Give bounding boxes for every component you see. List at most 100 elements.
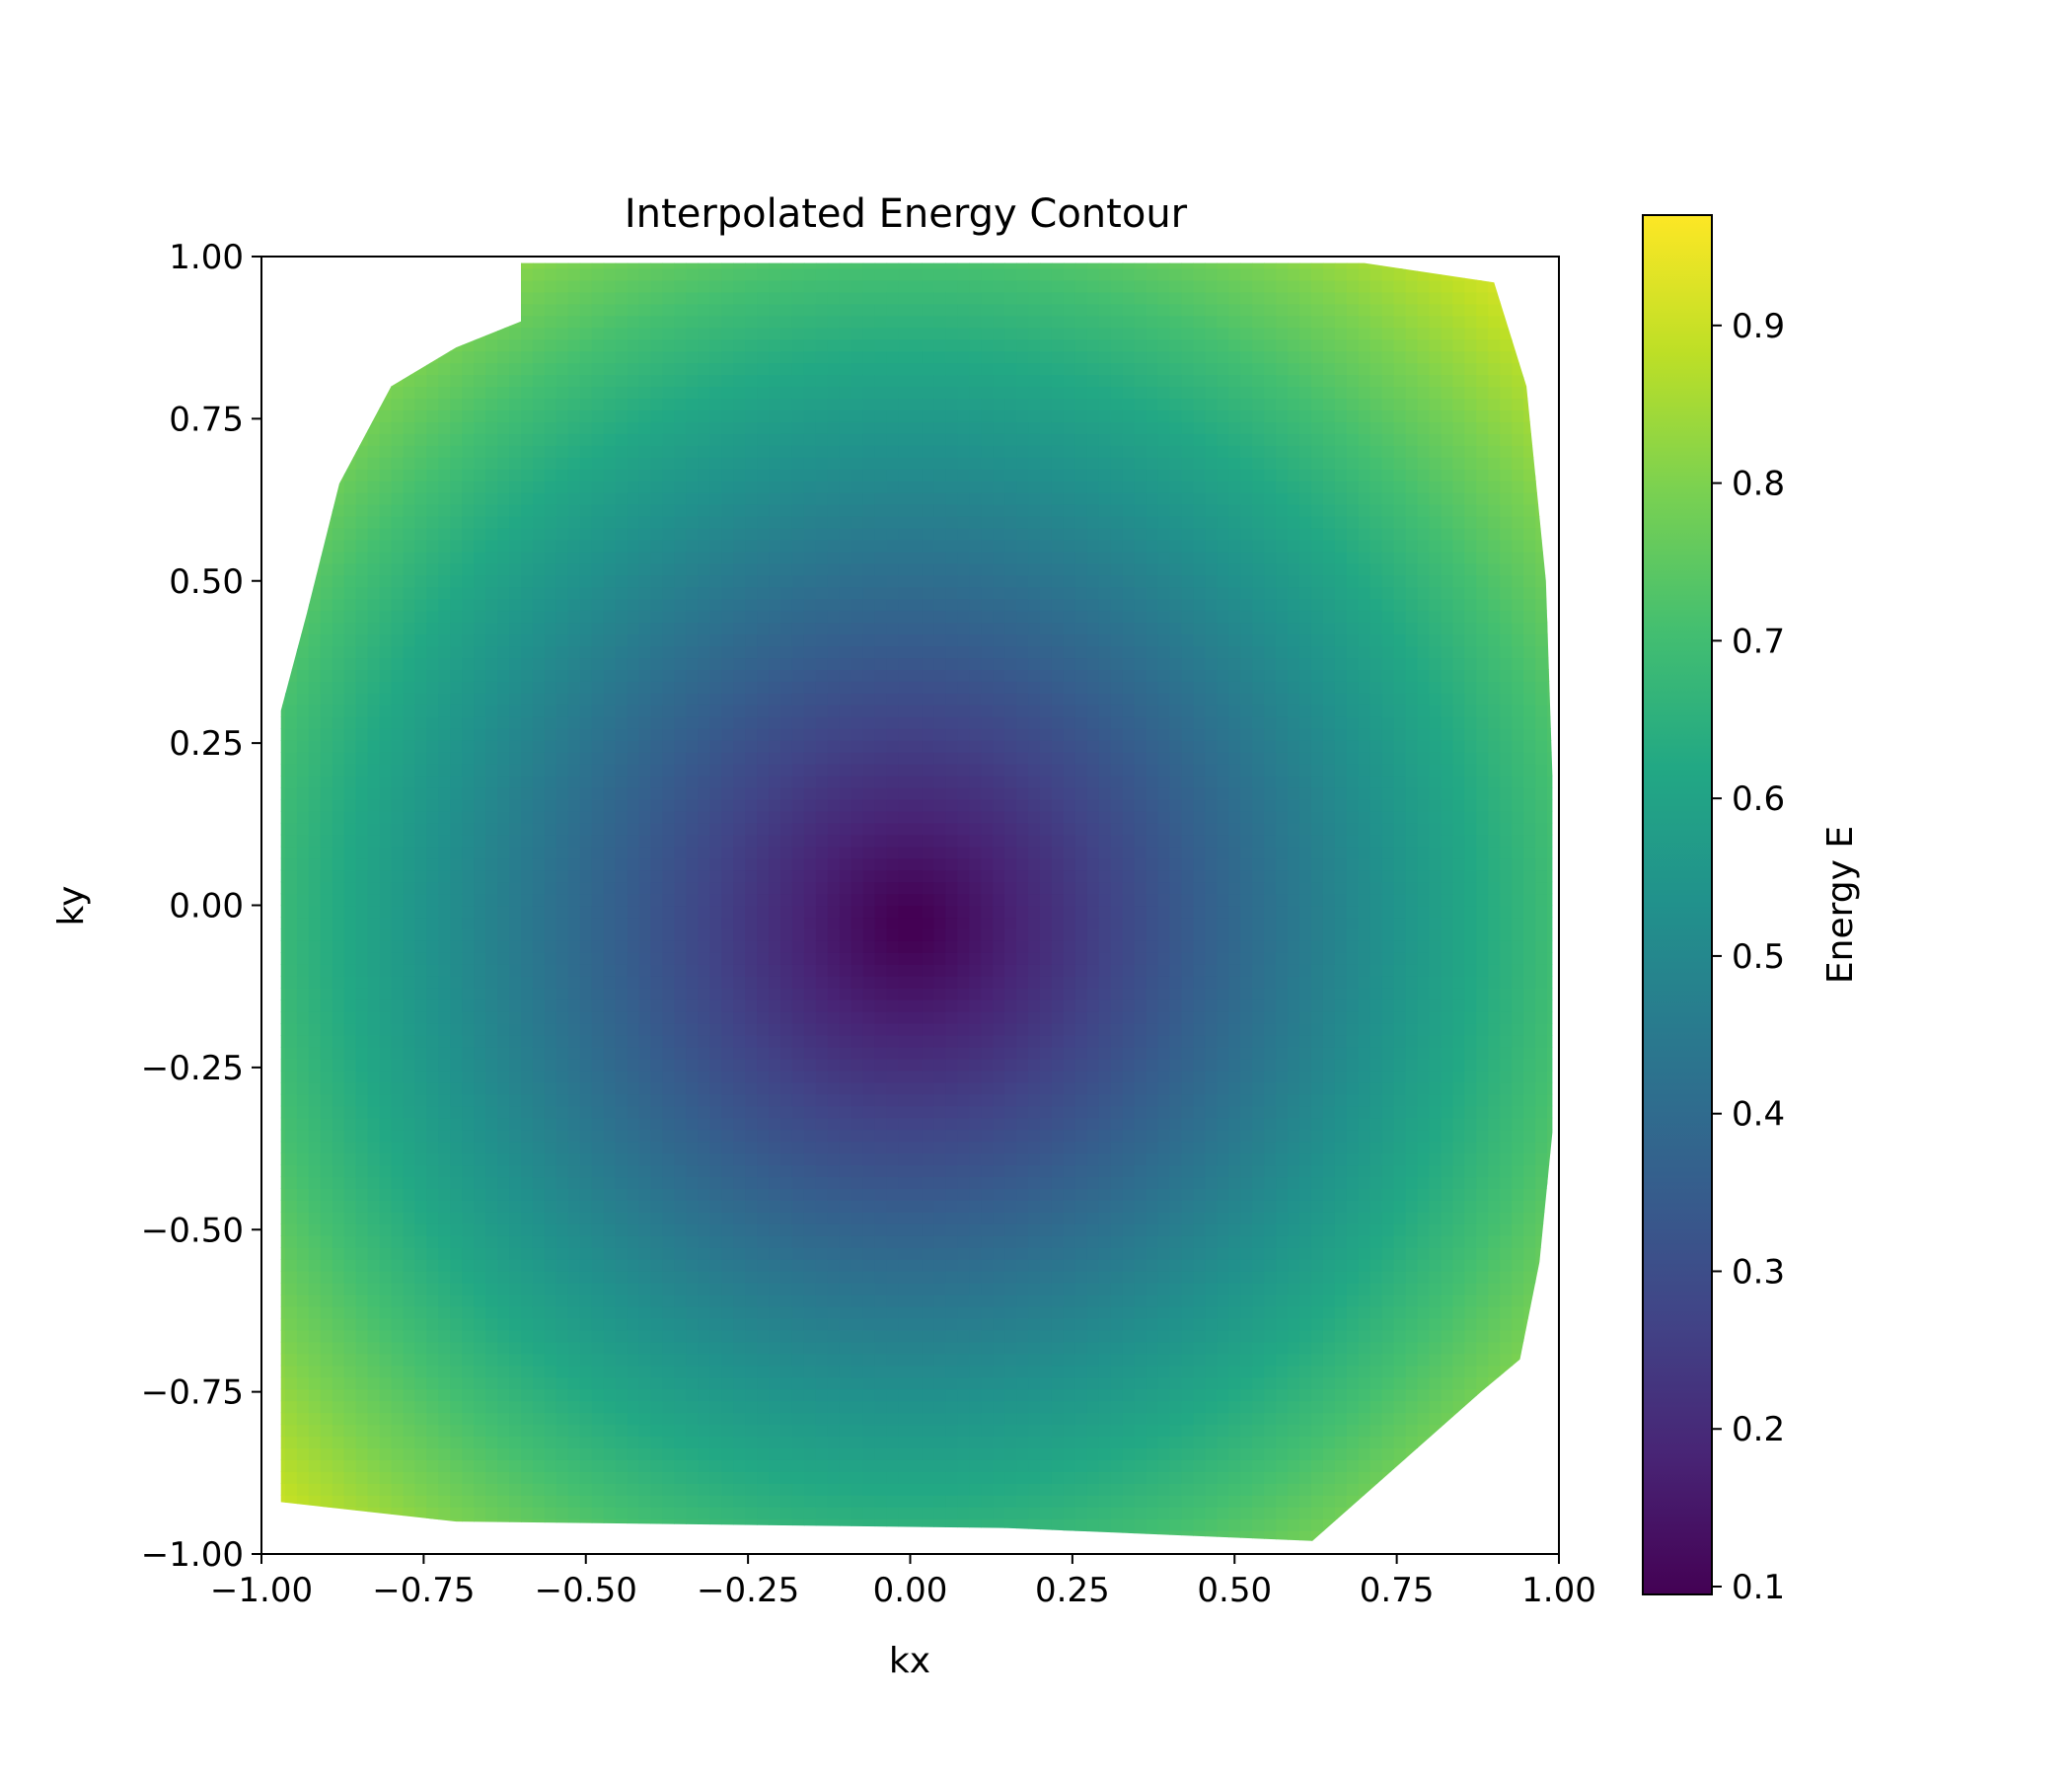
heatmap-cell: [745, 669, 758, 682]
heatmap-cell: [344, 1542, 357, 1555]
heatmap-cell: [450, 881, 463, 895]
heatmap-cell: [615, 1353, 629, 1367]
heatmap-cell: [721, 1070, 734, 1083]
heatmap-cell: [662, 1483, 675, 1496]
heatmap-cell: [567, 1164, 581, 1178]
heatmap-cell: [474, 262, 486, 269]
heatmap-cell: [674, 1105, 687, 1119]
heatmap-cell: [367, 928, 381, 941]
heatmap-cell: [462, 988, 475, 1000]
heatmap-cell: [414, 846, 427, 859]
heatmap-cell: [615, 1247, 629, 1260]
heatmap-cell: [686, 610, 699, 624]
heatmap-cell: [379, 1400, 393, 1414]
heatmap-cell: [391, 740, 405, 753]
heatmap-cell: [462, 764, 475, 777]
heatmap-cell: [791, 1235, 805, 1248]
heatmap-cell: [745, 1317, 758, 1331]
heatmap-cell: [509, 869, 522, 883]
heatmap-cell: [532, 1530, 546, 1541]
heatmap-cell: [650, 504, 664, 517]
heatmap-cell: [780, 315, 793, 329]
heatmap-cell: [579, 1388, 593, 1402]
heatmap-cell: [567, 905, 581, 919]
heatmap-cell: [379, 1259, 393, 1272]
heatmap-cell: [674, 1459, 687, 1472]
heatmap-cell: [343, 291, 357, 305]
heatmap-cell: [509, 457, 522, 470]
heatmap-cell: [674, 999, 687, 1012]
heatmap-cell: [474, 1329, 486, 1343]
heatmap-cell: [509, 1023, 522, 1036]
heatmap-cell: [567, 539, 581, 553]
heatmap-cell: [308, 1058, 322, 1072]
heatmap-cell: [532, 327, 546, 340]
heatmap-cell: [367, 386, 381, 400]
heatmap-cell: [769, 1447, 781, 1460]
heatmap-cell: [567, 657, 581, 670]
heatmap-cell: [591, 1459, 605, 1472]
heatmap-cell: [280, 1046, 286, 1060]
heatmap-cell: [567, 1035, 581, 1048]
heatmap-cell: [261, 1011, 274, 1024]
heatmap-cell: [367, 881, 381, 895]
heatmap-cell: [355, 693, 369, 705]
heatmap-cell: [567, 1259, 581, 1272]
heatmap-cell: [261, 646, 274, 659]
heatmap-cell: [343, 1459, 357, 1472]
heatmap-cell: [308, 586, 322, 600]
heatmap-cell: [379, 1459, 393, 1472]
heatmap-cell: [355, 574, 369, 588]
heatmap-cell: [674, 822, 687, 836]
heatmap-cell: [650, 905, 664, 919]
heatmap-cell: [521, 1436, 534, 1448]
heatmap-cell: [509, 1507, 522, 1519]
heatmap-cell: [497, 327, 510, 340]
heatmap-cell: [650, 1424, 664, 1438]
heatmap-cell: [674, 1388, 687, 1402]
heatmap-cell: [603, 398, 617, 410]
heatmap-cell: [438, 1200, 451, 1213]
heatmap-cell: [355, 1305, 369, 1319]
heatmap-cell: [497, 728, 510, 741]
heatmap-cell: [591, 516, 605, 529]
heatmap-cell: [662, 1212, 675, 1224]
heatmap-cell: [532, 645, 546, 659]
heatmap-cell: [579, 386, 593, 400]
heatmap-cell: [603, 469, 617, 481]
heatmap-cell: [603, 999, 617, 1012]
heatmap-cell: [403, 551, 415, 564]
heatmap-cell: [280, 1247, 286, 1260]
heatmap-cell: [355, 386, 369, 400]
heatmap-cell: [497, 857, 510, 871]
heatmap-cell: [521, 776, 534, 788]
heatmap-cell: [674, 1023, 687, 1036]
heatmap-cell: [426, 527, 439, 541]
heatmap-cell: [567, 481, 581, 493]
heatmap-cell: [662, 598, 675, 612]
heatmap-cell: [462, 539, 475, 553]
heatmap-cell: [320, 1447, 333, 1460]
heatmap-cell: [757, 740, 770, 753]
heatmap-cell: [474, 740, 486, 753]
heatmap-cell: [379, 1212, 393, 1224]
heatmap-cell: [414, 421, 427, 434]
heatmap-cell: [414, 1329, 427, 1343]
heatmap-cell: [497, 1058, 510, 1072]
heatmap-cell: [615, 291, 629, 305]
heatmap-cell: [709, 1305, 722, 1319]
heatmap-cell: [308, 574, 322, 588]
heatmap-cell: [438, 869, 451, 883]
heatmap-cell: [308, 1295, 322, 1307]
heatmap-cell: [780, 976, 793, 989]
heatmap-cell: [438, 810, 451, 824]
heatmap-cell: [280, 988, 286, 1000]
heatmap-cell: [462, 562, 475, 576]
heatmap-cell: [261, 1023, 274, 1036]
heatmap-cell: [591, 893, 605, 907]
heatmap-cell: [485, 504, 498, 517]
heatmap-cell: [367, 669, 381, 682]
heatmap-cell: [438, 728, 451, 741]
heatmap-cell: [627, 1495, 640, 1508]
heatmap-cell: [280, 940, 286, 953]
